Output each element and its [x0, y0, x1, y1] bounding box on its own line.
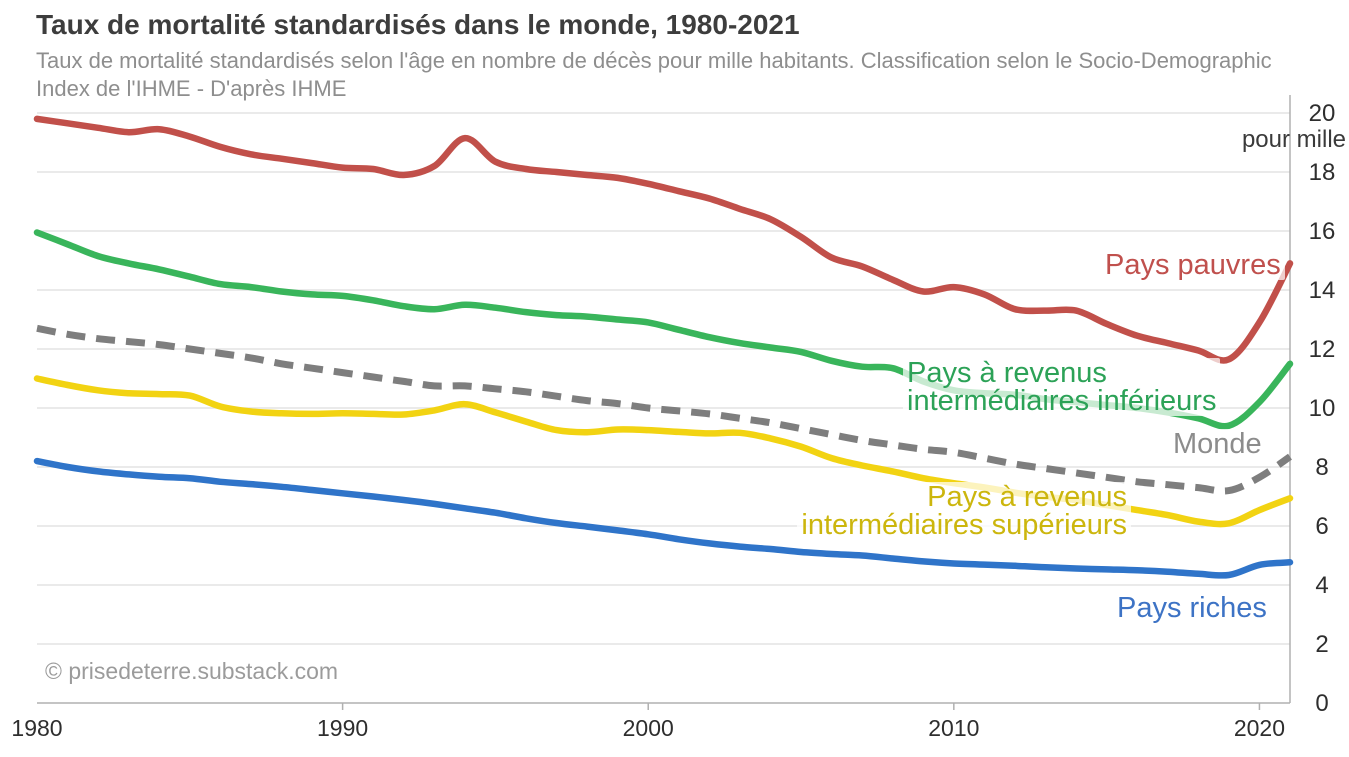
- y-tick-label: 18: [1309, 159, 1336, 186]
- chart-subtitle-line1: Taux de mortalité standardisés selon l'â…: [36, 48, 1272, 73]
- series-label-intermediaires-superieurs: Pays à revenus intermédiaires supérieurs: [797, 482, 1131, 540]
- y-tick-label: 16: [1309, 218, 1336, 245]
- x-tick-label: 1990: [317, 715, 368, 741]
- series-label-line: intermédiaires inférieurs: [907, 385, 1217, 417]
- y-axis-unit-label: pour mille: [1242, 126, 1346, 153]
- series-line-monde: [36, 324, 1292, 495]
- y-tick-label: 2: [1315, 631, 1328, 658]
- chart-title: Taux de mortalité standardisés dans le m…: [36, 9, 800, 40]
- series-label-line: intermédiaires supérieurs: [801, 509, 1127, 541]
- series-label-line: Pays à revenus: [907, 357, 1107, 389]
- y-tick-label: 12: [1309, 336, 1336, 363]
- y-tick-label: 4: [1315, 572, 1328, 599]
- series-label-line: Pays à revenus: [927, 481, 1127, 513]
- series-label-pays-riches: Pays riches: [1113, 593, 1271, 623]
- series-label-intermediaires-inferieurs: Pays à revenus intermédiaires inférieurs: [903, 357, 1221, 417]
- x-tick-label: 2010: [928, 715, 979, 741]
- y-tick-label: 0: [1315, 690, 1328, 717]
- y-tick-label: 8: [1315, 454, 1328, 481]
- chart-subtitle-line2: Index de l'IHME - D'après IHME: [36, 76, 347, 101]
- series-line-pays-pauvres: [33, 115, 1294, 364]
- series-label-pays-pauvres: Pays pauvres: [1101, 250, 1285, 280]
- copyright-note: © prisedeterre.substack.com: [45, 658, 339, 684]
- x-tick-label: 2020: [1234, 715, 1285, 741]
- x-tick-label: 1980: [11, 715, 62, 741]
- y-tick-label: 6: [1315, 513, 1328, 540]
- series-line-pays-riches: [33, 457, 1294, 579]
- y-tick-label: 14: [1309, 277, 1336, 304]
- y-tick-label: 10: [1309, 395, 1336, 422]
- series-label-monde: Monde: [1169, 429, 1266, 459]
- x-tick-label: 2000: [623, 715, 674, 741]
- y-tick-label: 20: [1309, 100, 1336, 127]
